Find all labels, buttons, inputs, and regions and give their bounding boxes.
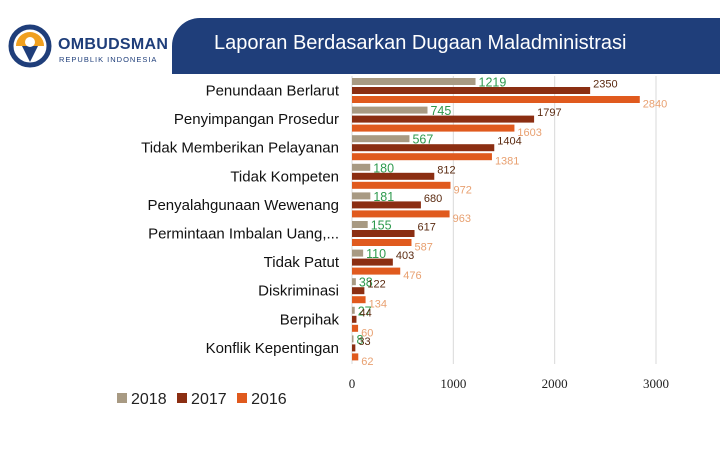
bar-2017 [352, 172, 435, 180]
bar-2017 [352, 115, 535, 123]
value-label-2016: 62 [361, 356, 373, 368]
bar-2018 [352, 278, 356, 286]
value-label-2017: 44 [359, 307, 371, 319]
bar-2016 [352, 96, 640, 103]
value-label-2018: 567 [412, 133, 433, 147]
value-label-2017: 2350 [593, 79, 617, 91]
bar-2016 [352, 124, 515, 132]
value-label-2016: 587 [414, 242, 432, 254]
bar-2018 [352, 335, 354, 343]
category-label: Penyimpangan Prosedur [174, 111, 339, 128]
x-tick-label: 2000 [542, 376, 568, 391]
bar-2017 [352, 344, 356, 352]
ombudsman-logo: OMBUDSMAN REPUBLIK INDONESIA [8, 22, 168, 72]
value-label-2017: 1797 [537, 107, 561, 119]
bar-2018 [352, 306, 355, 314]
value-label-2017: 812 [437, 164, 455, 176]
category-label: Tidak Memberikan Pelayanan [141, 140, 339, 157]
value-label-2018: 8 [357, 333, 364, 347]
value-label-2018: 155 [371, 219, 392, 233]
bar-2017 [352, 258, 393, 266]
legend-label-2018: 2018 [131, 391, 167, 408]
category-label: Diskriminasi [258, 283, 339, 300]
value-label-2016: 476 [403, 270, 421, 282]
bar-2018 [352, 221, 368, 228]
legend-swatch-2016 [237, 393, 248, 403]
bar-2018 [352, 135, 410, 143]
category-label: Tidak Kompeten [230, 168, 339, 185]
value-label-2018: 1219 [479, 76, 507, 90]
value-label-2017: 1404 [497, 136, 521, 148]
value-label-2018: 110 [366, 247, 386, 261]
value-label-2018: 745 [430, 104, 451, 118]
x-tick-label: 0 [349, 376, 356, 391]
title-bar: Laporan Berdasarkan Dugaan Maladministra… [172, 18, 720, 74]
legend-item-2016: 2016 [237, 391, 287, 409]
x-tick-label: 1000 [440, 376, 466, 391]
bar-2017 [352, 287, 365, 295]
bar-2018 [352, 192, 371, 200]
legend-label-2017: 2017 [191, 391, 227, 408]
value-label-2016: 963 [453, 213, 471, 225]
bar-2017 [352, 230, 415, 237]
logo-name: OMBUDSMAN [58, 36, 169, 53]
bar-2018 [352, 78, 476, 85]
ombudsman-emblem-icon [8, 24, 52, 68]
bar-2017 [352, 87, 591, 94]
bar-2018 [352, 249, 364, 257]
legend-item-2018: 2018 [117, 391, 167, 409]
page-title: Laporan Berdasarkan Dugaan Maladministra… [214, 32, 627, 54]
bar-2017 [352, 315, 357, 323]
value-label-2016: 134 [369, 299, 387, 311]
value-label-2017: 617 [418, 222, 436, 234]
bar-2016 [352, 153, 492, 161]
value-label-2017: 122 [367, 279, 385, 291]
legend-label-2016: 2016 [251, 391, 287, 408]
bar-2016 [352, 210, 450, 218]
category-label: Penundaan Berlarut [206, 83, 340, 100]
category-label: Permintaan Imbalan Uang,... [148, 226, 339, 243]
bar-2018 [352, 163, 371, 171]
category-label: Penyalahgunaan Wewenang [147, 197, 339, 214]
bar-2017 [352, 201, 421, 209]
value-label-2017: 680 [424, 193, 442, 205]
category-label: Konflik Kepentingan [206, 340, 339, 357]
value-label-2016: 972 [453, 184, 471, 196]
bar-2016 [352, 296, 366, 304]
bar-2016 [352, 267, 401, 275]
bar-2017 [352, 144, 495, 152]
value-label-2018: 180 [373, 161, 394, 175]
value-label-2017: 403 [396, 250, 414, 262]
value-label-2018: 181 [373, 190, 394, 204]
logo-subtitle: REPUBLIK INDONESIA [59, 55, 158, 64]
legend-swatch-2018 [117, 393, 127, 403]
bar-2016 [352, 353, 359, 361]
bar-2016 [352, 181, 451, 189]
chart-legend: 2018 2017 2016 [117, 391, 293, 409]
x-tick-label: 3000 [643, 376, 669, 391]
value-label-2016: 60 [361, 327, 373, 339]
legend-item-2017: 2017 [177, 391, 227, 409]
category-label: Berpihak [280, 311, 340, 328]
legend-swatch-2017 [177, 393, 188, 403]
value-label-2018: 27 [358, 304, 372, 318]
bar-2016 [352, 324, 359, 332]
value-label-2017: 33 [358, 336, 370, 348]
value-label-2016: 2840 [643, 99, 667, 111]
bar-2016 [352, 239, 412, 246]
value-label-2018: 38 [359, 276, 373, 290]
value-label-2016: 1381 [495, 156, 519, 168]
category-label: Tidak Patut [264, 254, 340, 271]
bar-2018 [352, 106, 428, 114]
value-label-2016: 1603 [517, 127, 541, 139]
